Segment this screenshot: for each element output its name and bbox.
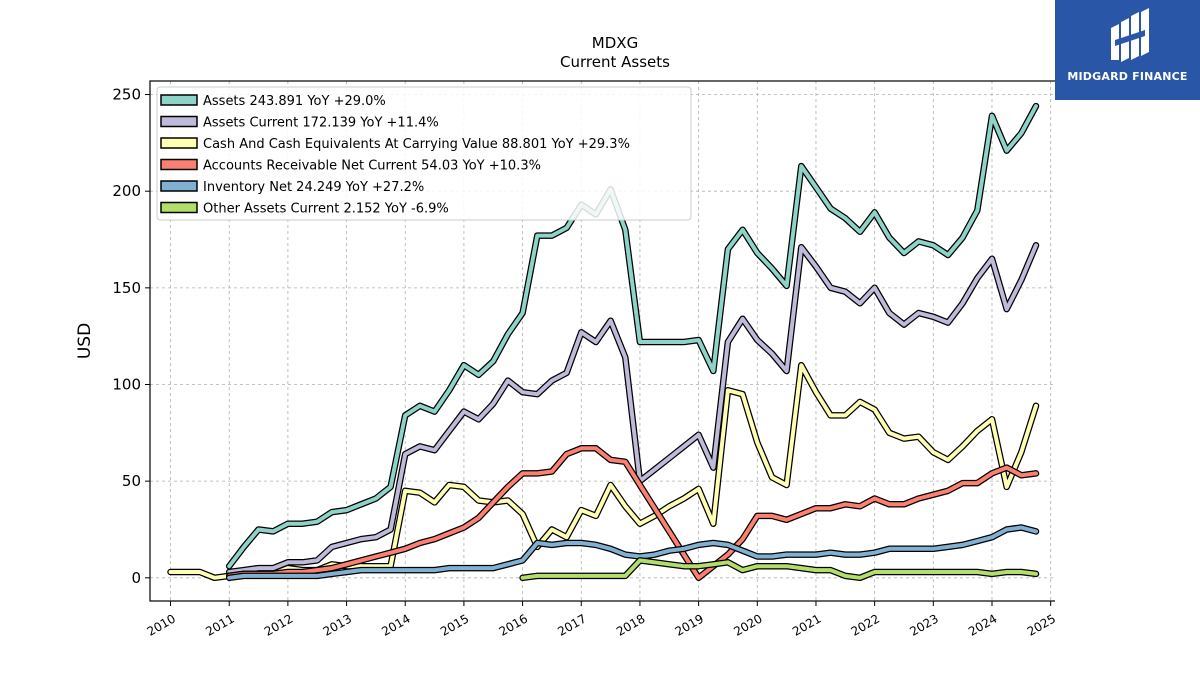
x-tick-label: 2022 <box>849 611 882 638</box>
legend-entry: Other Assets Current 2.152 YoY -6.9% <box>203 202 449 217</box>
x-tick-label: 2011 <box>203 611 236 638</box>
series-line <box>227 525 1038 580</box>
y-axis-label: USD <box>75 323 95 359</box>
x-tick-label: 2025 <box>1025 611 1055 638</box>
chart: MDXG Current Assets USD 2010 2011 2012 2013… <box>75 34 1055 639</box>
x-tick-label: 2019 <box>673 611 706 638</box>
series-line <box>520 558 1038 580</box>
midgard-logo-icon <box>1111 8 1149 62</box>
legend-entry: Assets 243.891 YoY +29.0% <box>203 94 386 109</box>
x-tick-label: 2023 <box>907 611 940 638</box>
series-line <box>227 446 1038 580</box>
legend-swatch <box>160 201 198 214</box>
legend-box <box>156 86 692 221</box>
x-tick-label: 2024 <box>966 611 999 638</box>
chart-title: MDXG <box>592 34 638 52</box>
y-tick-label: 200 <box>112 182 141 200</box>
brand-name: MIDGARD FINANCE <box>1067 70 1188 83</box>
legend-entry: Inventory Net 24.249 YoY +27.2% <box>203 180 424 195</box>
legend-swatch <box>160 115 198 128</box>
chart-subtitle: Current Assets <box>560 53 670 71</box>
legend: Assets 243.891 YoY +29.0% Assets Current … <box>156 86 692 221</box>
series-lines <box>167 102 1040 582</box>
x-tick-label: 2013 <box>321 611 354 638</box>
x-tick-label: 2016 <box>497 611 530 638</box>
legend-swatch <box>160 180 198 192</box>
legend-swatch <box>160 94 198 106</box>
series-line <box>227 243 1038 574</box>
x-tick-label: 2018 <box>614 611 647 638</box>
series-line <box>227 104 1038 569</box>
legend-entry: Assets Current 172.139 YoY +11.4% <box>203 116 439 131</box>
y-tick-label: 150 <box>112 279 141 297</box>
legend-swatch <box>160 158 198 171</box>
y-tick-label: 50 <box>122 472 141 490</box>
legend-entry: Cash And Cash Equivalents At Carrying Va… <box>203 137 630 152</box>
x-tick-label: 2010 <box>145 611 178 638</box>
y-tick-label: 100 <box>112 375 141 393</box>
legend-swatch <box>160 137 198 149</box>
x-tick-label: 2015 <box>438 611 471 638</box>
legend-entry: Accounts Receivable Net Current 54.03 Yo… <box>203 159 541 174</box>
x-tick-label: 2014 <box>379 611 412 638</box>
x-tick-label: 2012 <box>262 611 295 638</box>
y-tick-label: 250 <box>112 86 141 104</box>
y-tick-label: 0 <box>131 569 141 587</box>
brand-logo: MIDGARD FINANCE <box>1055 0 1200 100</box>
plot-frame <box>149 80 1055 602</box>
x-tick-label: 2017 <box>555 611 588 638</box>
x-tick-label: 2021 <box>790 611 823 638</box>
x-tick-label: 2020 <box>731 611 764 638</box>
